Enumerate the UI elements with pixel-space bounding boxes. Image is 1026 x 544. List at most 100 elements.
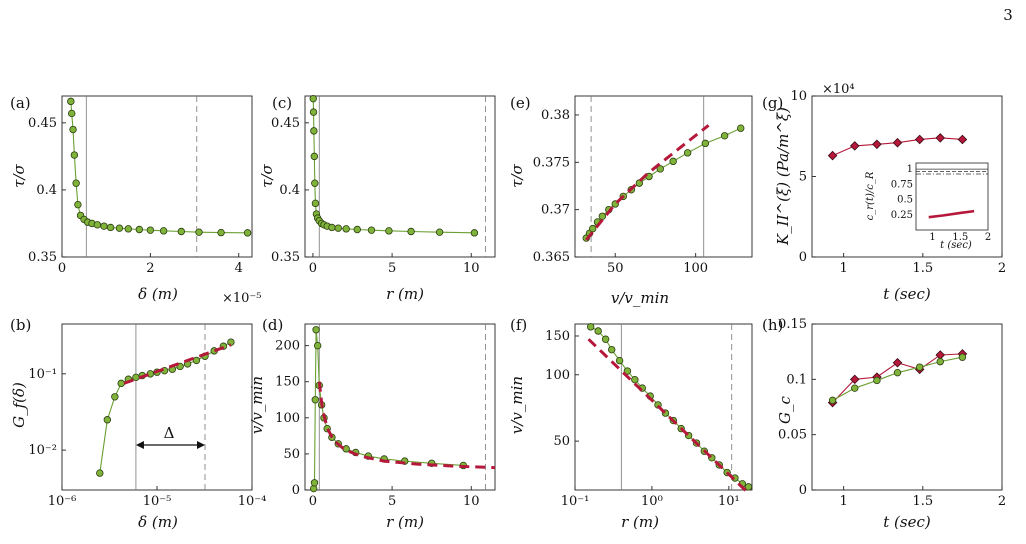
data-point: [720, 132, 729, 140]
data-point: [334, 224, 342, 232]
data-point: [615, 356, 624, 365]
data-point: [893, 368, 902, 377]
ytick-label: 10: [790, 89, 807, 104]
panel-label-c: (c): [272, 94, 292, 112]
inset-xtick-label: 1.5: [952, 232, 968, 243]
ytick-label: 0.365: [533, 250, 570, 265]
data-point: [608, 345, 616, 354]
ytick-label: 0.4: [36, 183, 57, 198]
delta-arrow-head-right: [196, 441, 205, 449]
data-point: [744, 483, 753, 491]
series-line-c: [312, 98, 475, 234]
data-point: [701, 139, 710, 148]
data-point: [96, 469, 104, 477]
ylabel-a: τ/σ: [10, 163, 28, 187]
xlabel-d: r (m): [386, 513, 424, 531]
data-point-diamond: [892, 137, 903, 148]
panel-label-b: (b): [10, 316, 31, 334]
panel-g: 1 1.5 2 0 5 10 1 1.5 2 0.25 0.5 0.75 1: [790, 89, 1006, 276]
ylabel-d: v/v_min: [248, 376, 266, 434]
ytick-label: 0: [292, 483, 300, 498]
fit-line-e: [585, 124, 710, 241]
data-point: [135, 225, 144, 234]
xtick-label: 10⁰: [641, 494, 663, 509]
xtick-label: 2: [146, 261, 154, 276]
fit-line-d: [317, 381, 496, 470]
ytick-label: 0.45: [28, 116, 57, 131]
data-point: [74, 200, 82, 209]
ytick-label: 0.4: [279, 183, 300, 198]
panel-label-h: (h): [762, 316, 783, 334]
xtick-label: 10: [463, 261, 480, 276]
xtick-label: 1: [840, 261, 848, 276]
data-point: [146, 226, 155, 234]
panel-label-d: (d): [262, 316, 283, 334]
data-point-diamond: [957, 134, 968, 145]
series-line-b: [99, 341, 232, 474]
xexp-a: ×10⁻⁵: [222, 291, 262, 306]
data-point: [342, 225, 350, 233]
panel-b: 10⁻⁶ 10⁻⁵ 10⁻⁴ 10⁻² 10⁻¹: [28, 323, 266, 509]
inset-ytick-label: 0.25: [891, 210, 913, 221]
inset-xlabel-g: t (sec): [940, 240, 972, 251]
ytick-label: 10⁻¹: [28, 367, 57, 382]
xtick-label: 1.5: [912, 261, 933, 276]
xtick-label: 50: [607, 261, 624, 276]
data-point: [243, 229, 252, 237]
xlabel-b: δ (m): [138, 513, 178, 531]
ytick-label: 100: [545, 368, 570, 383]
xlabel-h: t (sec): [883, 513, 931, 531]
ytick-label: 0.375: [533, 155, 570, 170]
data-point: [587, 323, 595, 331]
xtick-label: 5: [388, 261, 396, 276]
data-point: [159, 227, 168, 235]
ytick-label: 0.15: [778, 317, 807, 332]
data-point: [69, 125, 77, 134]
data-point: [342, 445, 350, 453]
data-point: [828, 396, 837, 405]
data-point: [311, 396, 319, 404]
panel-label-g: (g): [762, 94, 783, 112]
data-point-diamond: [935, 350, 946, 360]
data-point: [435, 228, 444, 236]
xtick-label: 0: [309, 261, 317, 276]
data-point: [106, 223, 115, 232]
axes-frame-e: [574, 95, 753, 258]
xtick-label: 10⁻⁶: [48, 494, 77, 509]
inset-ytick-label: 0.75: [891, 179, 913, 190]
data-point: [623, 367, 632, 375]
xlabel-c: r (m): [386, 285, 424, 303]
ytick-label: 200: [275, 339, 300, 354]
axes-frame-f: [574, 323, 753, 491]
ytick-label: 0: [799, 250, 807, 265]
data-point: [353, 225, 361, 234]
axes-frame-a: [61, 95, 253, 258]
panel-label-e: (e): [510, 94, 531, 112]
xtick-label: 10¹: [718, 494, 740, 509]
delta-annotation: Δ: [164, 424, 175, 442]
data-point: [594, 327, 602, 335]
data-point: [70, 151, 79, 159]
data-point: [915, 363, 924, 371]
ytick-label: 0.37: [541, 203, 570, 218]
xtick-label: 10⁻¹: [561, 494, 590, 509]
data-point-diamond: [849, 141, 860, 151]
data-point: [68, 109, 76, 118]
data-point: [309, 94, 317, 103]
ylabel-c: τ/σ: [258, 163, 276, 187]
xtick-label: 10⁻⁵: [143, 494, 172, 509]
data-point: [117, 379, 125, 388]
xtick-label: 2: [998, 261, 1006, 276]
panel-a: 0 2 4 0.35 0.4 0.45: [28, 95, 253, 276]
data-point: [93, 221, 102, 229]
data-point: [177, 227, 186, 236]
axes-frame-d: [304, 323, 496, 491]
inset-xtick-label: 2: [985, 232, 991, 243]
data-point: [851, 384, 859, 392]
xtick-label: 0: [58, 261, 66, 276]
xtick-label: 0: [309, 494, 317, 509]
panel-f: 10⁻¹ 10⁰ 10¹ 50 100 150: [545, 323, 753, 509]
data-point-diamond: [827, 150, 838, 161]
data-point: [589, 224, 597, 233]
